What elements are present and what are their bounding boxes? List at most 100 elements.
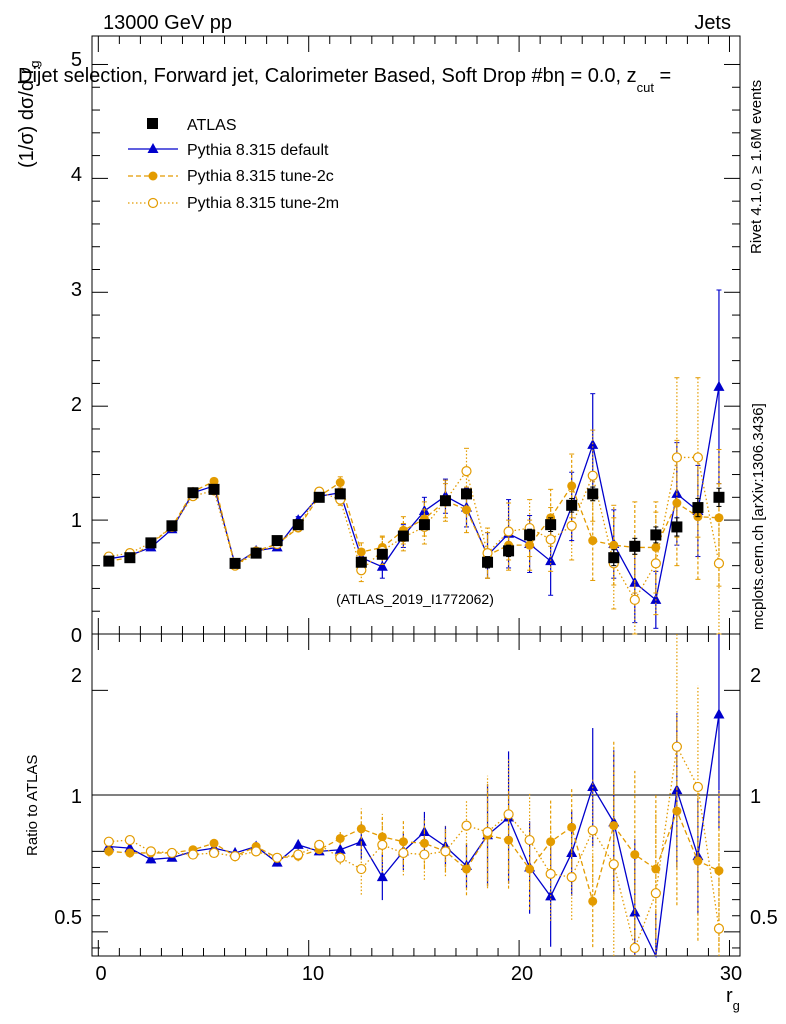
x-tick-label-30: 30	[720, 963, 742, 985]
x-axis-label: rg	[726, 985, 740, 1013]
analysis-watermark: (ATLAS_2019_I1772062)	[336, 591, 494, 607]
point-atlas	[439, 495, 451, 507]
legend-entry-tune2m: Pythia 8.315 tune-2m	[128, 195, 339, 212]
point-atlas	[124, 552, 136, 564]
ratio-point-tune2m	[335, 852, 346, 863]
point-atlas	[355, 556, 367, 568]
point-tune2c	[356, 547, 366, 557]
point-atlas	[545, 519, 557, 531]
main-y-tick-labels: 0 1 2 3 4 5	[71, 49, 82, 647]
ratio-point-tune2m	[566, 872, 577, 883]
point-atlas	[650, 529, 662, 541]
series-default	[103, 289, 725, 629]
legend: ATLAS Pythia 8.315 default Pythia 8.315 …	[128, 117, 339, 212]
point-atlas	[145, 537, 157, 549]
ratio-point-tune2m	[208, 847, 220, 859]
point-atlas	[250, 547, 262, 559]
ratio-point-default	[334, 843, 346, 854]
point-atlas	[376, 548, 388, 560]
ratio-point-tune2m	[692, 781, 704, 793]
point-atlas	[608, 552, 620, 564]
ratio-point-default	[376, 871, 388, 882]
series-tune2c	[104, 439, 724, 594]
legend-tune2c-label: Pythia 8.315 tune-2c	[187, 168, 334, 185]
point-atlas	[313, 491, 325, 503]
energy-label: 13000 GeV pp	[103, 12, 232, 34]
ratio-point-tune2m	[293, 849, 304, 860]
point-tune2m	[692, 452, 704, 463]
ratio-point-tune2c	[125, 848, 135, 858]
x-tick-label-0: 0	[95, 963, 106, 985]
legend-tune2m-label: Pythia 8.315 tune-2m	[187, 195, 339, 212]
legend-default-label: Pythia 8.315 default	[187, 142, 329, 159]
point-atlas	[103, 555, 115, 567]
x-axis-label-text: r	[726, 985, 733, 1007]
process-label: Jets	[694, 12, 731, 34]
point-tune2m	[461, 466, 472, 477]
ratio-y-tick-label-1-left: 1	[71, 786, 82, 808]
ratio-point-tune2c	[461, 864, 471, 874]
ratio-point-tune2m	[419, 849, 430, 860]
ratio-point-tune2m	[103, 836, 114, 847]
ratio-point-tune2c	[104, 846, 114, 856]
ratio-point-tune2m	[629, 942, 640, 954]
x-tick-label-20: 20	[511, 963, 533, 985]
point-atlas	[397, 530, 409, 542]
series-line-tune2m	[108, 456, 720, 602]
ratio-point-tune2m	[671, 741, 682, 752]
point-atlas	[671, 521, 683, 533]
ratio-point-tune2m	[440, 846, 451, 857]
ratio-point-tune2c	[546, 837, 556, 847]
main-y-tick-label-3: 3	[71, 279, 82, 301]
series-line-default	[108, 386, 720, 602]
point-tune2c	[567, 481, 577, 491]
main-y-axis-label-text: (1/σ) dσ/d r	[16, 67, 38, 168]
main-y-tick-label-2: 2	[71, 394, 82, 416]
legend-atlas-label: ATLAS	[187, 117, 237, 134]
plot-title-eta: η = 0.0, z	[554, 65, 637, 87]
x-tick-labels: 0 10 20 30	[95, 963, 742, 985]
ratio-line-tune2c	[108, 809, 720, 904]
legend-entry-tune2c: Pythia 8.315 tune-2c	[128, 168, 334, 185]
ratio-point-tune2m	[461, 820, 472, 831]
legend-tune2c-marker	[148, 171, 158, 181]
main-y-tick-label-4: 4	[71, 164, 82, 186]
main-y-axis-label: (1/σ) dσ/d rg	[16, 61, 42, 169]
ratio-point-tune2m	[524, 834, 535, 846]
point-atlas	[334, 488, 346, 500]
main-plot-series	[103, 289, 725, 635]
point-atlas	[587, 488, 599, 500]
point-atlas	[482, 556, 494, 568]
ratio-point-tune2c	[651, 864, 661, 874]
ratio-point-tune2c	[672, 806, 682, 816]
ratio-y-tick-label-05-left: 0.5	[54, 907, 82, 929]
ratio-point-tune2c	[356, 824, 366, 834]
plot-title-tail: =	[654, 65, 671, 87]
ratio-y-axis-label: Ratio to ATLAS	[24, 755, 41, 856]
ratio-point-tune2m	[587, 825, 598, 836]
point-tune2m	[545, 534, 556, 545]
main-y-tick-label-0: 0	[71, 625, 82, 647]
ratio-point-tune2m	[187, 849, 199, 860]
plot-title: Dijet selection, Forward jet, Calorimete…	[18, 65, 671, 95]
main-y-tick-label-1: 1	[71, 510, 82, 532]
ratio-point-tune2m	[314, 839, 325, 851]
series-atlas	[103, 483, 725, 569]
point-atlas	[418, 519, 430, 531]
ratio-point-tune2c	[398, 837, 408, 847]
ratio-plot-series	[103, 634, 725, 959]
ratio-point-tune2m	[650, 888, 661, 899]
ratio-point-tune2c	[567, 822, 577, 832]
ratio-y-tick-label-2-right: 2	[750, 665, 761, 687]
ratio-point-tune2c	[693, 856, 703, 866]
point-tune2m	[587, 470, 598, 481]
point-default	[376, 560, 388, 571]
point-atlas	[229, 557, 241, 569]
ratio-point-tune2m	[145, 846, 157, 857]
point-tune2m	[671, 452, 682, 463]
ratio-point-tune2m	[713, 923, 725, 934]
x-tick-label-10: 10	[302, 963, 324, 985]
point-tune2m	[650, 558, 661, 569]
plot-title-main: Dijet selection, Forward jet, Calorimete…	[18, 65, 554, 87]
main-y-tick-label-5: 5	[71, 49, 82, 71]
